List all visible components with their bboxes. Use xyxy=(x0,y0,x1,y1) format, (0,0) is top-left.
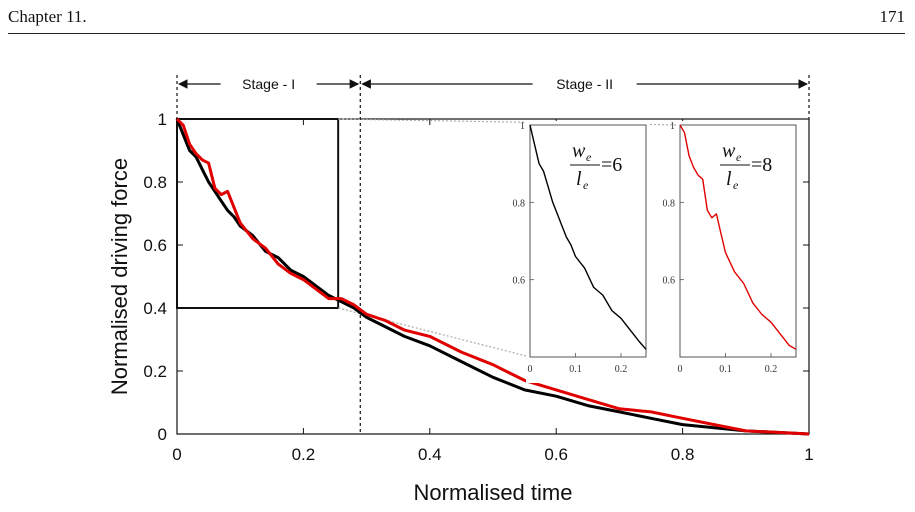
inset-frame xyxy=(529,124,647,358)
ratio-value: =8 xyxy=(751,154,772,176)
y-tick-label: 1 xyxy=(158,110,167,129)
inset-y-tick-label: 0.6 xyxy=(663,276,676,287)
main-chart: 0 0.2 0.4 0.6 0.8 1 0 0.2 0.4 0.6 0.8 1 Normalised t… xyxy=(107,75,814,505)
y-axis-label: Normalised driving force xyxy=(107,158,132,395)
ratio-numerator: w xyxy=(722,140,736,162)
page-number: 171 xyxy=(879,7,906,26)
ratio-value: =6 xyxy=(601,154,622,176)
ratio-numerator-subscript: e xyxy=(586,150,592,164)
x-tick-label: 0.4 xyxy=(418,445,442,464)
x-axis-label: Normalised time xyxy=(414,480,573,505)
ratio-denominator: l xyxy=(726,168,732,190)
ratio-annotation: w el e=6 xyxy=(570,140,622,192)
inset-x-tick-label: 0 xyxy=(528,364,533,375)
stage-label: Stage - II xyxy=(556,76,613,92)
inset-x-tick-label: 0.1 xyxy=(569,364,582,375)
inset-frame xyxy=(679,124,797,358)
x-tick-label: 1 xyxy=(804,445,813,464)
series-line-red xyxy=(175,117,810,436)
chapter-title: Chapter 11. xyxy=(8,7,87,26)
ratio-denominator-subscript: e xyxy=(583,178,589,192)
inset-y-tick-label: 1 xyxy=(520,121,525,132)
inset-y-tick-label: 0.6 xyxy=(513,276,526,287)
ratio-numerator-subscript: e xyxy=(736,150,742,164)
x-tick-label: 0.2 xyxy=(292,445,316,464)
y-tick-label: 0 xyxy=(158,425,167,444)
stage-label: Stage - I xyxy=(242,76,295,92)
page-header: Chapter 11. 171 xyxy=(0,0,915,40)
inset-series-line-black xyxy=(529,124,647,350)
inset-y-tick-label: 1 xyxy=(670,121,675,132)
ratio-annotation: w el e=8 xyxy=(720,140,772,192)
y-tick-label: 0.4 xyxy=(143,299,167,318)
ratio-denominator-subscript: e xyxy=(733,178,739,192)
figure: 0 0.2 0.4 0.6 0.8 1 0 0.2 0.4 0.6 0.8 1 Normalised t… xyxy=(107,75,814,505)
header-rule xyxy=(8,33,905,34)
inset-y-tick-label: 0.8 xyxy=(513,198,526,209)
inset-x-tick-label: 0.2 xyxy=(615,364,628,375)
x-tick-label: 0.8 xyxy=(671,445,695,464)
inset-series-line-red xyxy=(679,124,797,350)
y-tick-label: 0.6 xyxy=(143,236,167,255)
zoom-box xyxy=(176,118,340,309)
y-tick-label: 0.8 xyxy=(143,173,167,192)
inset-x-tick-label: 0.1 xyxy=(719,364,732,375)
y-tick-label: 0.2 xyxy=(143,362,167,381)
ratio-numerator: w xyxy=(572,140,586,162)
inset-y-tick-label: 0.8 xyxy=(663,198,676,209)
inset-chart-right: 0 0.1 0.20.60.81w el e=8 xyxy=(663,121,800,383)
inset-x-tick-label: 0.2 xyxy=(765,364,778,375)
x-tick-label: 0.6 xyxy=(544,445,568,464)
inset-x-tick-label: 0 xyxy=(678,364,683,375)
ratio-denominator: l xyxy=(576,168,582,190)
x-tick-label: 0 xyxy=(172,445,181,464)
inset-chart-left: 0 0.1 0.20.60.81w el e=6 xyxy=(513,121,650,383)
